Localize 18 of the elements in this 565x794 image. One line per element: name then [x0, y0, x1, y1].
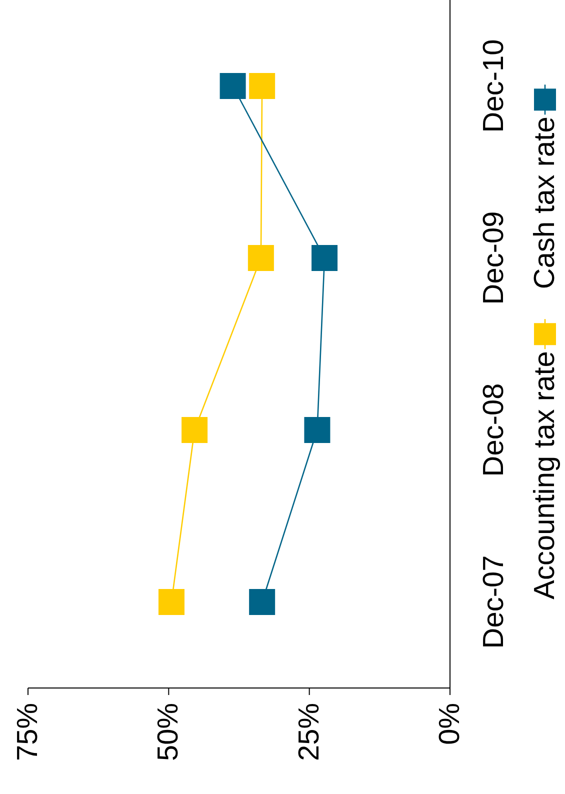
y-tick-label: Dec-09 — [478, 211, 510, 305]
legend-label: Accounting tax rate — [529, 351, 561, 600]
y-tick-label: Dec-10 — [478, 39, 510, 133]
x-tick-label: 50% — [152, 703, 185, 762]
point — [158, 589, 184, 615]
point — [182, 417, 208, 443]
point — [220, 73, 246, 99]
point — [304, 417, 330, 443]
x-tick-label: 0% — [434, 703, 466, 745]
y-tick-label: Dec-08 — [478, 383, 510, 477]
point — [312, 245, 338, 271]
point — [248, 245, 274, 271]
point — [249, 589, 276, 615]
x-tick-label: 75% — [12, 703, 44, 762]
x-tick-label: 25% — [293, 703, 326, 762]
point — [249, 73, 276, 99]
y-tick-label: Dec-07 — [478, 555, 510, 649]
legend-label: Cash tax rate — [529, 116, 561, 290]
